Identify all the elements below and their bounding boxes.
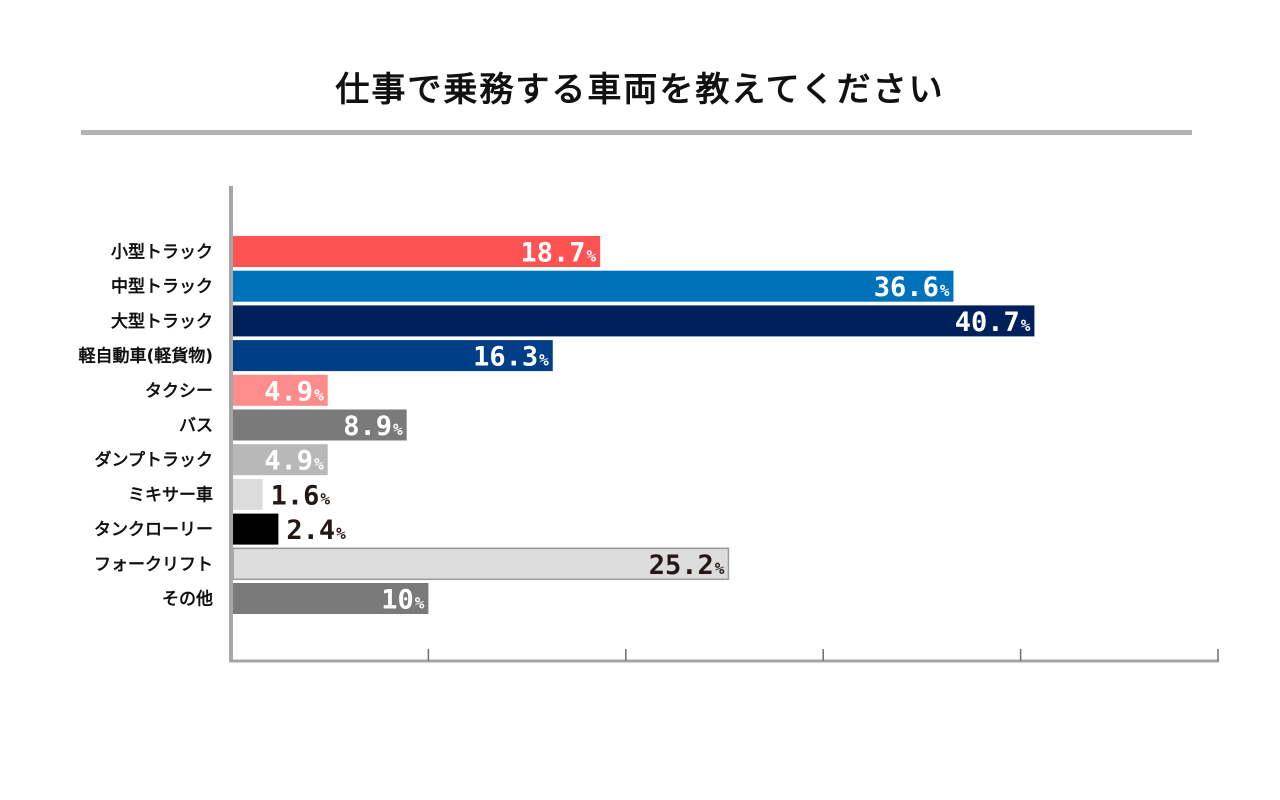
bar <box>232 547 730 581</box>
category-label: バス <box>179 416 213 436</box>
bar <box>233 270 954 302</box>
bar <box>233 236 601 267</box>
category-label: ミキサー車 <box>128 484 213 505</box>
chart-title: 仕事で乗務する車両を教えてください <box>335 70 945 110</box>
category-label: タクシー <box>145 381 213 401</box>
category-label: タンクローリー <box>94 520 213 540</box>
category-label: フォークリフト <box>94 555 213 575</box>
data-label: 10% <box>381 585 425 616</box>
data-label: 4.9% <box>264 376 324 407</box>
bar <box>233 444 328 476</box>
data-label: 25.2% <box>649 550 725 581</box>
bar <box>233 478 263 510</box>
data-label: 8.9% <box>343 411 403 442</box>
category-label: 大型トラック <box>111 311 213 332</box>
data-label: 18.7% <box>520 238 596 269</box>
bar <box>233 374 328 406</box>
data-label: 16.3% <box>473 342 549 373</box>
category-label: 小型トラック <box>111 242 213 263</box>
data-label: 4.9% <box>264 446 324 477</box>
bar <box>233 305 1035 337</box>
bar <box>233 409 407 441</box>
data-label: 36.6% <box>874 272 950 303</box>
category-label: 中型トラック <box>111 276 213 297</box>
data-label: 40.7% <box>955 307 1031 338</box>
category-label: ダンプトラック <box>95 450 214 471</box>
data-label: 1.6% <box>271 480 331 511</box>
bar <box>233 340 553 372</box>
bar <box>233 513 279 545</box>
title-divider <box>81 130 1192 135</box>
category-label: 軽自動車(軽貨物) <box>78 346 213 367</box>
bar <box>233 583 429 614</box>
data-label: 2.4% <box>286 515 346 546</box>
category-label: その他 <box>162 589 213 610</box>
